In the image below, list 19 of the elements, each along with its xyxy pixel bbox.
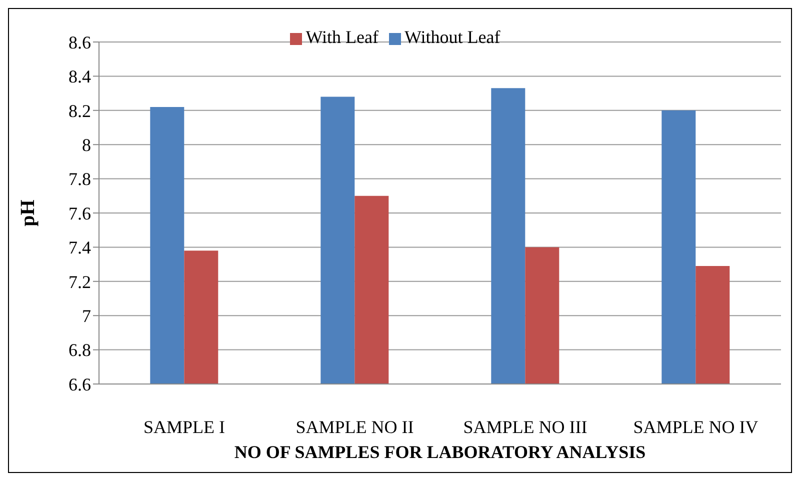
- x-tick-label: SAMPLE NO II: [296, 416, 414, 437]
- y-tick-label: 7.6: [68, 203, 91, 224]
- y-tick-label: 6.8: [68, 340, 91, 360]
- legend-label: Without Leaf: [404, 27, 500, 47]
- x-tick-label: SAMPLE I: [143, 416, 226, 437]
- x-tick-label: SAMPLE NO III: [463, 416, 588, 437]
- y-tick-label: 6.6: [68, 374, 91, 394]
- x-tick-label: SAMPLE NO IV: [633, 416, 758, 437]
- x-axis-title: NO OF SAMPLES FOR LABORATORY ANALYSIS: [234, 442, 646, 462]
- legend-label: With Leaf: [306, 27, 378, 47]
- y-tick-label: 8.4: [68, 66, 91, 87]
- y-tick-label: 8: [82, 134, 91, 155]
- y-axis-title: pH: [17, 199, 40, 226]
- y-tick-label: 7.2: [68, 272, 91, 292]
- y-tick-label: 8.2: [68, 100, 91, 121]
- y-tick-label: 7: [82, 306, 91, 326]
- y-tick-label: 8.6: [68, 32, 91, 52]
- y-tick-label: 7.4: [68, 238, 91, 258]
- y-tick-label: 7.8: [68, 169, 91, 190]
